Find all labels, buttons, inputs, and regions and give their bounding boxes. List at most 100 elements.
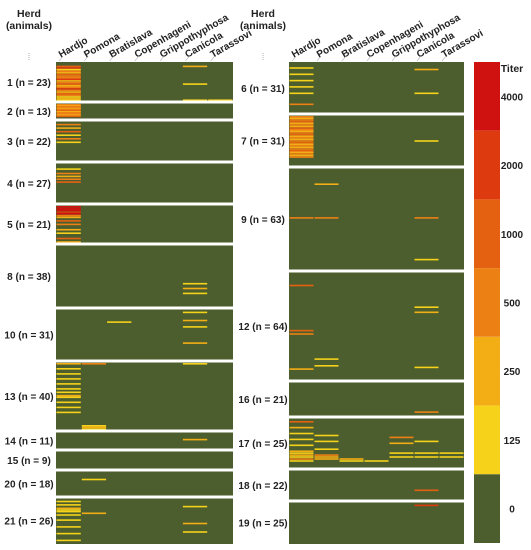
titer-cell — [389, 456, 414, 458]
titer-cell — [289, 137, 314, 139]
titer-cell — [56, 115, 81, 118]
row-header-line: Herd — [251, 8, 275, 20]
titer-cell — [314, 458, 339, 460]
colorbar-tick-label: 4000 — [501, 92, 524, 103]
herd-label: 18 (n = 22) — [238, 481, 287, 492]
titer-cell — [56, 394, 81, 397]
herd-label: 19 (n = 25) — [238, 519, 287, 530]
titer-cell — [56, 510, 81, 513]
titer-cell — [56, 80, 81, 82]
titer-cell — [289, 103, 314, 106]
titer-cell — [289, 122, 314, 125]
column-tick — [84, 55, 89, 62]
titer-cell — [289, 460, 314, 462]
titer-cell — [414, 68, 439, 71]
row-header: Herd(animals) — [240, 8, 286, 60]
herd-block: 9 (n = 63) — [241, 183, 466, 273]
herd-separator — [54, 242, 235, 246]
titer-cell — [56, 391, 81, 394]
titer-cell — [339, 458, 364, 460]
titer-cell — [56, 141, 81, 144]
titer-cell — [439, 452, 464, 454]
herd-separator — [287, 165, 466, 169]
titer-cell — [56, 127, 81, 129]
row-header: Herd(animals) — [6, 8, 52, 60]
herd-separator — [54, 429, 235, 433]
herd-label: 20 (n = 18) — [4, 480, 53, 491]
herd-block: 12 (n = 64) — [238, 284, 466, 383]
herd-label: 17 (n = 25) — [238, 439, 287, 450]
titer-cell — [289, 117, 314, 120]
herd-separator — [287, 415, 466, 419]
titer-cell — [289, 368, 314, 370]
titer-cell — [289, 148, 314, 150]
herd-separator — [54, 448, 235, 452]
titer-cell — [414, 92, 439, 95]
titer-cell — [56, 514, 81, 516]
herd-label: 8 (n = 38) — [7, 272, 51, 283]
colorbar-tick-label: 500 — [504, 299, 521, 310]
titer-cell — [81, 512, 107, 515]
titer-cell — [56, 206, 81, 208]
titer-cell — [182, 292, 208, 295]
column-tick — [416, 55, 422, 62]
titer-cell — [289, 454, 314, 456]
titer-cell — [314, 183, 339, 185]
titer-cell — [81, 478, 107, 481]
titer-cell — [56, 178, 81, 180]
titer-cell — [414, 504, 439, 507]
herd-label: 16 (n = 21) — [238, 395, 287, 406]
titer-cell — [107, 321, 132, 323]
titer-cell — [182, 363, 208, 365]
titer-cell — [414, 456, 439, 458]
colorbar-segment — [474, 336, 500, 406]
titer-cell — [56, 406, 81, 409]
colorbar-segment — [474, 405, 500, 475]
titer-cell — [56, 241, 81, 243]
titer-cell — [289, 432, 314, 435]
titer-cell — [56, 383, 81, 385]
titer-cell — [56, 72, 81, 74]
titer-cell — [56, 70, 81, 72]
herd-label: 15 (n = 9) — [7, 456, 51, 467]
titer-cell — [289, 79, 314, 82]
herd-block: 3 (n = 22) — [7, 123, 235, 164]
titer-cell — [314, 448, 339, 450]
column-tick — [291, 55, 297, 62]
titer-cell — [439, 456, 464, 458]
titer-cell — [56, 209, 81, 212]
titer-cell — [56, 175, 81, 178]
herd-block: 15 (n = 9) — [7, 456, 235, 472]
titer-cell — [289, 156, 314, 158]
titer-cell — [414, 217, 439, 219]
titer-cell — [182, 99, 208, 101]
herd-label: 14 (n = 11) — [5, 437, 54, 448]
titer-cell — [389, 436, 414, 439]
column-tick — [341, 55, 347, 62]
panel-background — [56, 62, 233, 544]
herd-block: 7 (n = 31) — [241, 116, 466, 169]
herd-block: 1 (n = 23) — [7, 65, 235, 104]
column-tick — [391, 55, 397, 62]
herd-separator — [54, 468, 235, 472]
titer-cell — [56, 378, 81, 380]
titer-cell — [414, 411, 439, 413]
titer-cell — [182, 438, 208, 441]
herd-label: 7 (n = 31) — [241, 137, 285, 148]
colorbar-tick-label: 1000 — [501, 230, 524, 241]
herd-label: 5 (n = 21) — [7, 220, 51, 231]
titer-cell — [208, 99, 233, 101]
titer-cell — [314, 456, 339, 458]
titer-cell — [56, 396, 81, 399]
colorbar-segment — [474, 199, 500, 269]
row-header-line: Herd — [17, 8, 41, 20]
heatmap-panels: Herd(animals)HardjoPomonaBratislavaCopen… — [4, 8, 485, 544]
herd-separator — [287, 112, 466, 116]
titer-cell — [56, 88, 81, 90]
herd-block: 4 (n = 27) — [7, 168, 235, 206]
titer-cell — [289, 125, 314, 128]
herd-label: 4 (n = 27) — [7, 179, 51, 190]
colorbar-tick-label: 2000 — [501, 161, 524, 172]
titer-cell — [289, 138, 314, 141]
titer-cell — [289, 438, 314, 441]
